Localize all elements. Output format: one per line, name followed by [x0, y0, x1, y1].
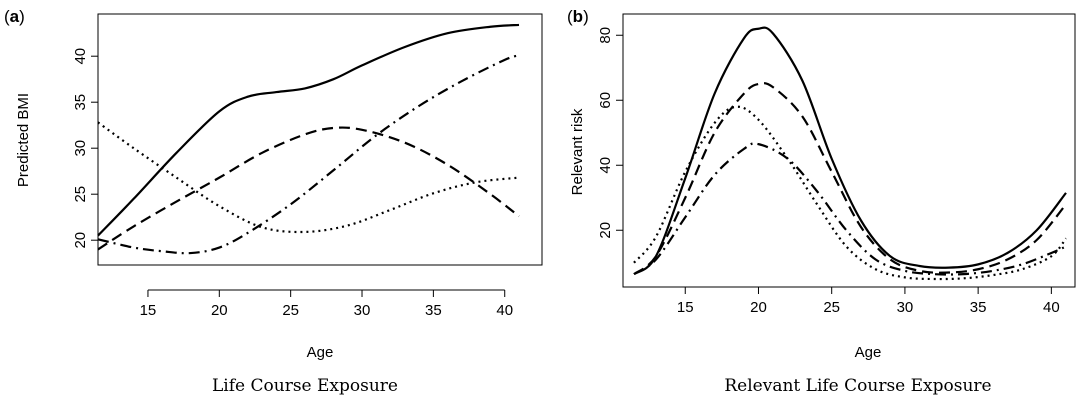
panel-b-x-tick-label: 40: [1043, 299, 1060, 316]
panel-a-x-tick-label: 25: [282, 302, 299, 319]
panel-a: (a) 15 20 25 30 35 40 20 25 30 35 40 Age Predicted…: [4, 7, 543, 396]
panel-b-series-solid: [633, 26, 1067, 276]
panel-b-y-tick-label: 60: [597, 92, 614, 109]
panel-b-y-axis-label: Relevant risk: [569, 108, 586, 195]
panel-b-y-tick-label: 80: [597, 27, 614, 44]
panel-a-y-tick-label: 30: [72, 140, 89, 157]
panel-a-x-tick-label: 30: [354, 302, 371, 319]
panel-a-series-dashed: [97, 126, 520, 251]
panel-b-caption: Relevant Life Course Exposure: [724, 376, 991, 396]
panel-a-tag: (a): [4, 7, 25, 26]
panel-b-letter: b: [573, 7, 583, 26]
panel-b-tag: (b): [567, 7, 589, 26]
panel-a-y-tick-label: 40: [72, 48, 89, 65]
panel-b-series-dotted: [633, 105, 1067, 281]
panel-b-x-tick-label: 20: [750, 299, 767, 316]
panel-a-series-solid: [97, 23, 520, 237]
panel-b-series: [633, 26, 1067, 281]
panel-a-y-tick-label: 25: [72, 186, 89, 203]
panel-a-series-dashdot: [97, 54, 520, 255]
panel-b-x-tick-label: 15: [677, 299, 694, 316]
panel-b-series-dashed: [633, 82, 1067, 276]
panel-a-caption: Life Course Exposure: [212, 376, 398, 396]
panel-a-x-tick-label: 35: [425, 302, 442, 319]
panel-a-y-tick-label: 35: [72, 94, 89, 111]
panel-b-x-tick-label: 30: [897, 299, 914, 316]
panel-b-x-axis-label: Age: [855, 344, 882, 361]
panel-b-x-tick-label: 25: [823, 299, 840, 316]
panel-b-y-tick-label: 40: [597, 157, 614, 174]
panel-a-y-tick-label: 20: [72, 232, 89, 249]
panel-a-x-tick-label: 20: [211, 302, 228, 319]
panel-a-x-tick-label: 40: [496, 302, 513, 319]
panel-b-y-tick-label: 20: [597, 222, 614, 239]
panel-b-series-dashdot: [633, 142, 1067, 276]
panel-a-y-axis-label: Predicted BMI: [15, 93, 32, 187]
panel-a-series: [97, 23, 520, 255]
panel-b-axes: 15 20 25 30 35 40 20 40 60 80: [597, 27, 1060, 316]
panel-a-plot-frame: [97, 13, 543, 266]
panel-a-x-tick-label: 15: [140, 302, 157, 319]
panel-a-letter: a: [10, 7, 20, 26]
panel-a-axes: 15 20 25 30 35 40 20 25 30 35 40: [72, 48, 513, 319]
panel-a-series-dotted: [97, 121, 520, 234]
panel-b: (b) 15 20 25 30 35 40 20 40 60 80 Age Relevant ri…: [567, 7, 1076, 396]
panel-b-plot-frame: [622, 13, 1076, 288]
panel-b-x-tick-label: 35: [970, 299, 987, 316]
panel-a-x-axis-label: Age: [307, 344, 334, 361]
